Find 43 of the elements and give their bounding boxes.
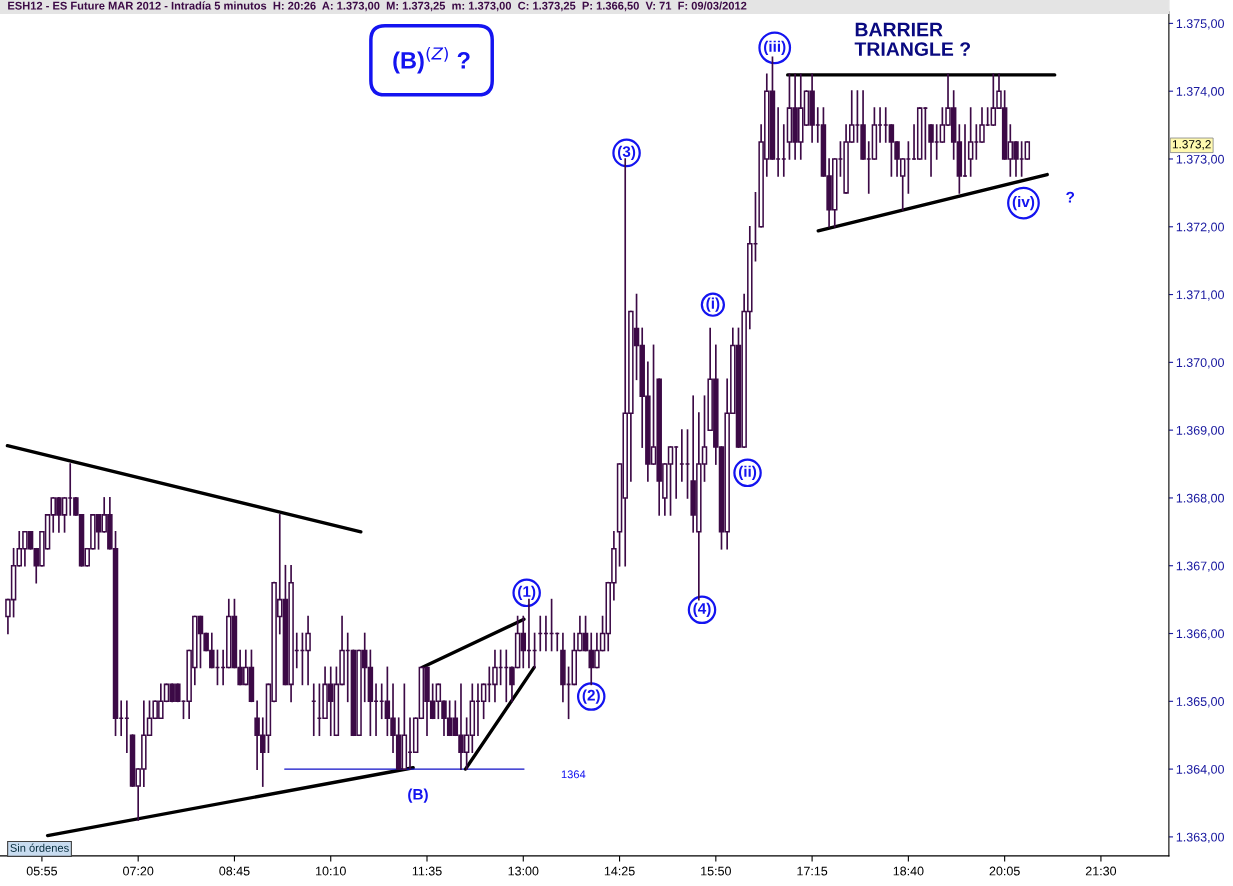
x-tick-label: 20:05 xyxy=(989,866,1020,876)
y-tick-label: 1.371,00 xyxy=(1176,290,1224,301)
chart-title: ESH12 - ES Future MAR 2012 - Intradía 5 minutos H: 20:26 A: 1.373,00 M: 1.373,25 m: 1.373,00 C: 1.373,25 P: 1.366,50 V: 71 F: 09/03/2012 xyxy=(8,1,747,12)
y-tick-label: 1.370,00 xyxy=(1176,358,1224,369)
y-tick-label: 1.367,00 xyxy=(1176,561,1224,572)
annotation: (ii) xyxy=(738,465,757,480)
x-tick-label: 05:55 xyxy=(26,866,58,876)
y-tick-label: 1.363,00 xyxy=(1176,832,1224,844)
y-tick-label: 1.373,00 xyxy=(1176,154,1224,166)
x-tick-label: 08:45 xyxy=(219,866,250,876)
y-tick-label: 1.365,00 xyxy=(1176,697,1224,708)
x-tick-label: 11:35 xyxy=(412,866,442,876)
x-tick-label: 21:30 xyxy=(1085,866,1117,876)
x-tick-label: 13:00 xyxy=(508,866,539,876)
annotation: (B)$^{(Z)}$ ? xyxy=(393,46,470,74)
annotation: 1364 xyxy=(561,770,586,779)
x-tick-label: 07:20 xyxy=(123,866,154,876)
annotation: ? xyxy=(1066,191,1075,203)
annotation: BARRIER TRIANGLE ? xyxy=(854,22,971,56)
y-tick-label: 1.364,00 xyxy=(1176,764,1224,776)
annotation: (iv) xyxy=(1012,195,1035,211)
x-tick-label: 10:10 xyxy=(316,866,346,876)
y-tick-label: 1.374,00 xyxy=(1176,86,1224,98)
y-tick-label: 1.375,00 xyxy=(1176,19,1224,30)
x-tick-label: 14:25 xyxy=(604,866,635,876)
y-tick-label: 1.369,00 xyxy=(1176,425,1224,437)
annotation: (iii) xyxy=(764,40,786,55)
annotation: (2) xyxy=(582,689,600,704)
y-tick-label: 1.368,00 xyxy=(1176,493,1224,505)
text: 1.373,2 xyxy=(1172,140,1211,150)
annotation: Sin órdenes xyxy=(10,843,69,852)
x-tick-label: 18:40 xyxy=(893,866,924,876)
annotation: (B) xyxy=(408,788,428,803)
annotation: (3) xyxy=(618,145,636,160)
annotation: (4) xyxy=(693,602,711,617)
y-tick-label: 1.366,00 xyxy=(1176,629,1224,640)
annotation: (i) xyxy=(706,297,720,312)
candlestick xyxy=(480,683,487,720)
annotation: (1) xyxy=(518,585,536,600)
x-tick-label: 15:50 xyxy=(701,866,731,876)
y-tick-label: 1.372,00 xyxy=(1176,222,1224,233)
x-tick-label: 17:15 xyxy=(797,866,828,876)
candlestick xyxy=(967,107,974,177)
